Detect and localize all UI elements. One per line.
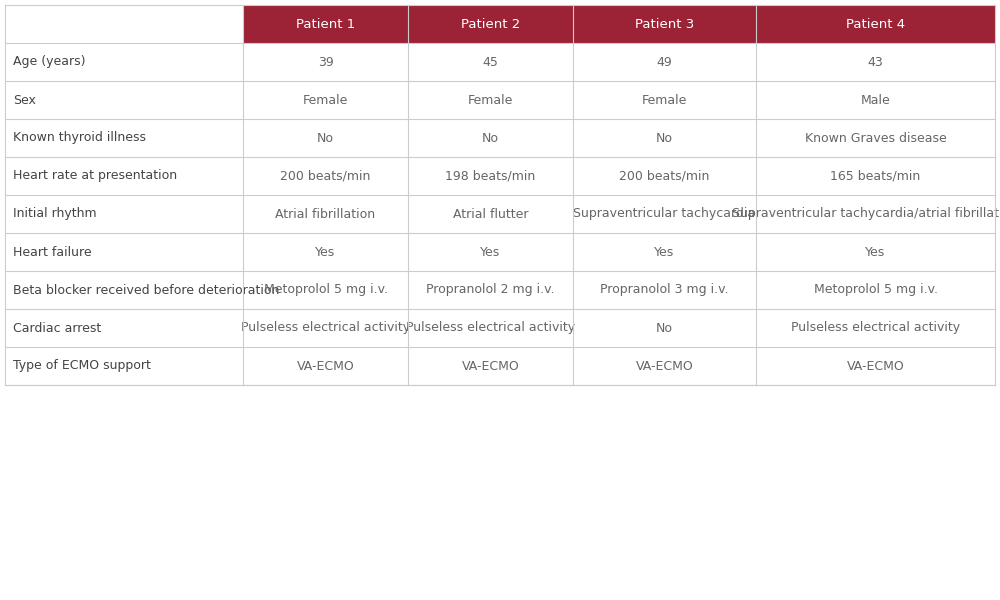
Text: Propranolol 2 mg i.v.: Propranolol 2 mg i.v. xyxy=(426,283,555,296)
Text: VA-ECMO: VA-ECMO xyxy=(462,359,519,373)
Text: Supraventricular tachycardia: Supraventricular tachycardia xyxy=(573,208,756,220)
Text: 198 beats/min: 198 beats/min xyxy=(445,169,536,182)
Text: Age (years): Age (years) xyxy=(13,55,86,68)
Text: Metoprolol 5 mg i.v.: Metoprolol 5 mg i.v. xyxy=(814,283,938,296)
Text: Patient 4: Patient 4 xyxy=(846,17,905,31)
Text: No: No xyxy=(317,131,334,145)
Text: Yes: Yes xyxy=(654,245,675,259)
Text: Patient 3: Patient 3 xyxy=(635,17,694,31)
Text: Cardiac arrest: Cardiac arrest xyxy=(13,322,101,335)
Text: Propranolol 3 mg i.v.: Propranolol 3 mg i.v. xyxy=(600,283,729,296)
Text: Heart rate at presentation: Heart rate at presentation xyxy=(13,169,177,182)
Text: 49: 49 xyxy=(657,55,672,68)
Bar xyxy=(573,5,756,43)
Text: Female: Female xyxy=(468,94,513,107)
Bar xyxy=(5,43,995,81)
Bar xyxy=(5,5,243,43)
Bar xyxy=(5,119,995,157)
Bar xyxy=(756,5,995,43)
Text: VA-ECMO: VA-ECMO xyxy=(636,359,693,373)
Text: Initial rhythm: Initial rhythm xyxy=(13,208,97,220)
Text: Pulseless electrical activity: Pulseless electrical activity xyxy=(241,322,410,335)
Bar xyxy=(5,347,995,385)
Text: Sex: Sex xyxy=(13,94,36,107)
Text: Female: Female xyxy=(303,94,348,107)
Text: 165 beats/min: 165 beats/min xyxy=(830,169,921,182)
Text: Yes: Yes xyxy=(480,245,501,259)
Text: VA-ECMO: VA-ECMO xyxy=(847,359,904,373)
Text: Beta blocker received before deterioration: Beta blocker received before deteriorati… xyxy=(13,283,279,296)
Text: 200 beats/min: 200 beats/min xyxy=(280,169,371,182)
Text: No: No xyxy=(656,322,673,335)
Text: Yes: Yes xyxy=(315,245,336,259)
Bar xyxy=(5,195,995,233)
Text: No: No xyxy=(482,131,499,145)
Text: Metoprolol 5 mg i.v.: Metoprolol 5 mg i.v. xyxy=(264,283,388,296)
Text: Type of ECMO support: Type of ECMO support xyxy=(13,359,151,373)
Bar xyxy=(5,81,995,119)
Bar xyxy=(5,233,995,271)
Text: Patient 1: Patient 1 xyxy=(296,17,355,31)
Text: Known Graves disease: Known Graves disease xyxy=(805,131,946,145)
Text: 43: 43 xyxy=(868,55,883,68)
Text: Known thyroid illness: Known thyroid illness xyxy=(13,131,146,145)
Bar xyxy=(408,5,573,43)
Text: 200 beats/min: 200 beats/min xyxy=(619,169,710,182)
Text: 39: 39 xyxy=(318,55,333,68)
Text: Yes: Yes xyxy=(865,245,886,259)
Text: Heart failure: Heart failure xyxy=(13,245,92,259)
Text: No: No xyxy=(656,131,673,145)
Bar xyxy=(5,271,995,309)
Bar xyxy=(243,5,408,43)
Text: Male: Male xyxy=(861,94,890,107)
Text: Pulseless electrical activity: Pulseless electrical activity xyxy=(791,322,960,335)
Text: Pulseless electrical activity: Pulseless electrical activity xyxy=(406,322,575,335)
Bar xyxy=(5,157,995,195)
Text: Supraventricular tachycardia/atrial fibrillation: Supraventricular tachycardia/atrial fibr… xyxy=(732,208,1000,220)
Text: Atrial flutter: Atrial flutter xyxy=(453,208,528,220)
Text: Female: Female xyxy=(642,94,687,107)
Text: Patient 2: Patient 2 xyxy=(461,17,520,31)
Text: Atrial fibrillation: Atrial fibrillation xyxy=(275,208,376,220)
Bar xyxy=(5,309,995,347)
Text: 45: 45 xyxy=(483,55,498,68)
Text: VA-ECMO: VA-ECMO xyxy=(297,359,354,373)
